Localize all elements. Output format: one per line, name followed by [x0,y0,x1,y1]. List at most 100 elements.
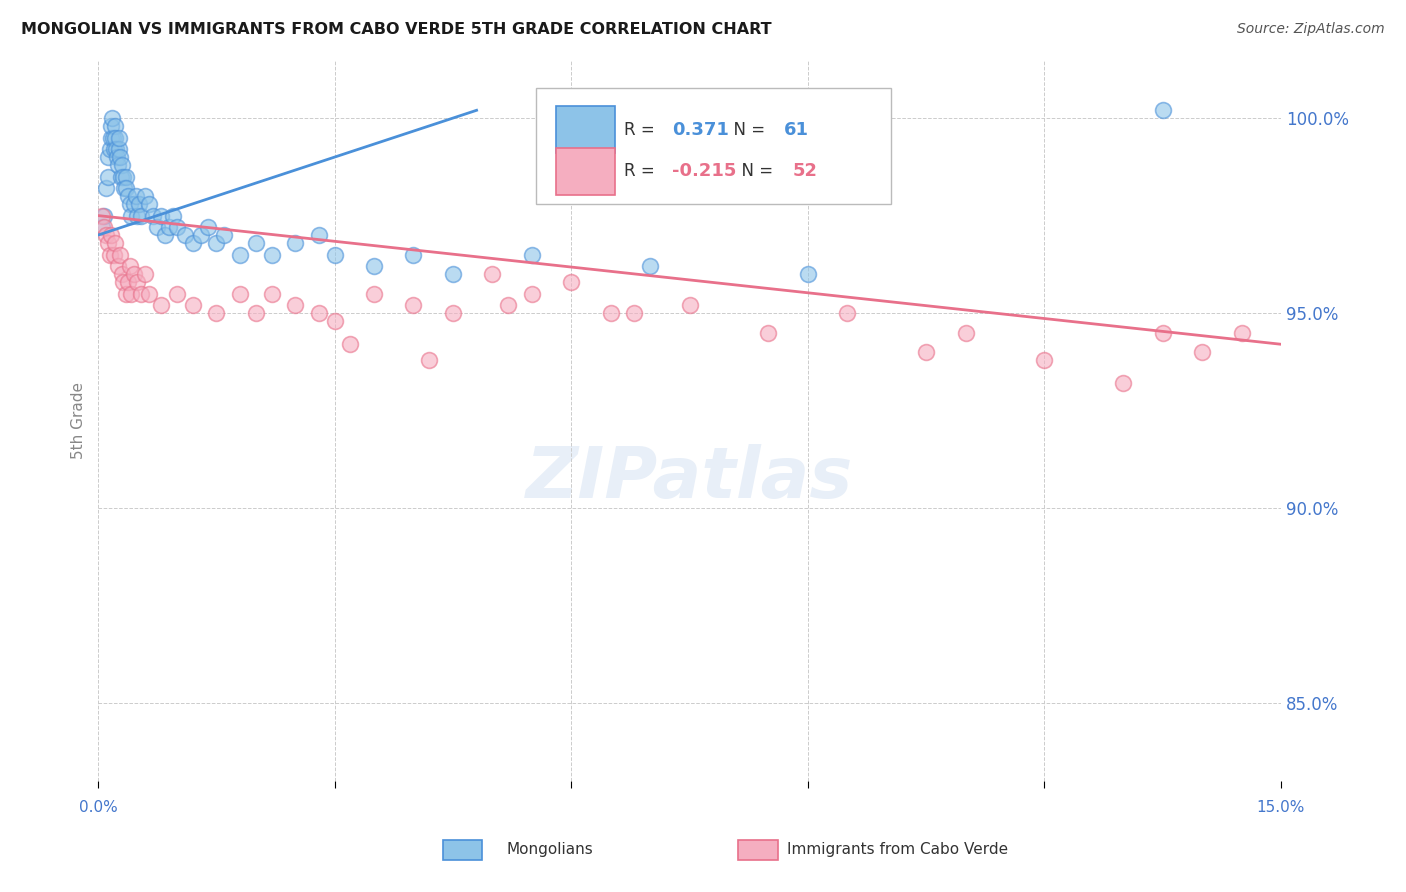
Point [111,267,134,281]
Point [1230,326,1253,340]
Point [284,298,307,312]
Point [260,286,283,301]
Point [1191,345,1213,359]
Point [117,189,139,203]
Point [638,260,661,274]
Point [118,197,141,211]
Point [441,267,464,281]
Point [138,197,160,211]
Point [108,247,131,261]
Point [1112,376,1135,391]
Text: MONGOLIAN VS IMMIGRANTS FROM CABO VERDE 5TH GRADE CORRELATION CHART: MONGOLIAN VS IMMIGRANTS FROM CABO VERDE … [21,22,772,37]
Point [205,306,228,320]
FancyBboxPatch shape [555,147,614,194]
Point [103,142,125,156]
Text: R =: R = [624,121,661,139]
Point [91,220,114,235]
Point [125,189,148,203]
Point [127,209,149,223]
Point [205,235,228,250]
Point [146,220,169,235]
Point [134,189,156,203]
Point [112,169,135,184]
Point [110,169,132,184]
Y-axis label: 5th Grade: 5th Grade [72,382,86,458]
Point [496,298,519,312]
Point [678,298,700,312]
Point [104,130,127,145]
Point [212,228,235,243]
Point [131,209,153,223]
Text: 52: 52 [793,162,817,180]
Point [108,130,131,145]
Point [117,275,139,289]
Point [98,142,121,156]
Point [162,209,184,223]
Point [756,326,779,340]
Point [308,306,330,320]
Text: 15.0%: 15.0% [1257,800,1305,815]
Point [363,260,385,274]
Point [181,298,204,312]
Point [1033,352,1056,367]
Point [105,150,128,164]
Point [166,220,188,235]
Point [100,119,122,133]
Point [122,267,145,281]
Point [181,235,204,250]
Text: R =: R = [624,162,661,180]
Point [441,306,464,320]
Point [150,209,173,223]
Point [103,247,125,261]
Point [112,275,135,289]
Point [120,209,142,223]
Point [101,130,124,145]
Point [153,228,176,243]
Point [481,267,503,281]
Point [114,286,136,301]
Point [363,286,385,301]
Point [150,298,173,312]
Point [131,286,153,301]
Point [107,260,129,274]
Point [100,130,122,145]
Point [105,142,128,156]
Point [127,275,149,289]
Point [520,286,543,301]
Point [97,150,120,164]
Point [402,247,425,261]
Point [111,158,134,172]
Point [128,197,150,211]
Point [104,119,127,133]
Point [173,228,195,243]
Point [1152,103,1174,118]
Point [118,260,141,274]
Point [308,228,330,243]
Point [101,111,124,125]
Text: 61: 61 [785,121,808,139]
Point [197,220,219,235]
Point [98,247,121,261]
Point [260,247,283,261]
Point [797,267,820,281]
Point [418,352,440,367]
Text: Mongolians: Mongolians [506,842,593,856]
Point [93,220,115,235]
Point [142,209,165,223]
Point [1152,326,1174,340]
Point [115,181,138,195]
Point [599,306,621,320]
Point [120,286,142,301]
Point [166,286,188,301]
Point [402,298,425,312]
Point [623,306,645,320]
Text: N =: N = [723,121,770,139]
Text: Immigrants from Cabo Verde: Immigrants from Cabo Verde [787,842,1008,856]
Point [915,345,938,359]
Point [96,169,118,184]
Point [323,247,346,261]
FancyBboxPatch shape [555,106,614,153]
Point [955,326,977,340]
Point [245,235,267,250]
Point [520,247,543,261]
